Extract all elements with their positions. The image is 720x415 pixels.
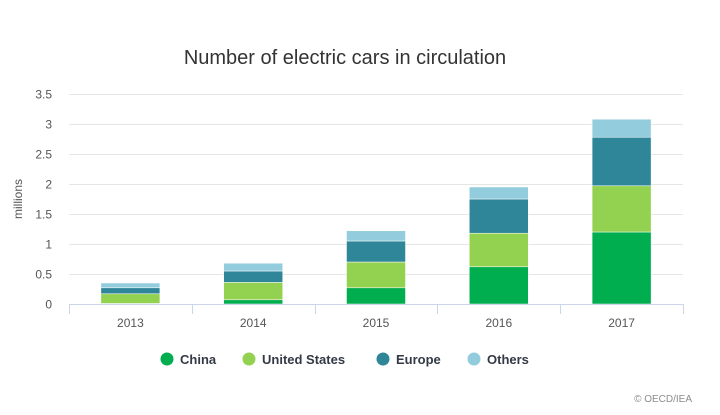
bar-europe-2016[interactable] — [469, 198, 529, 234]
bar-europe-2015[interactable] — [346, 240, 406, 263]
legend: China United States Europe Others — [160, 352, 529, 367]
y-axis-label: millions — [11, 179, 25, 219]
bar-europe-2014[interactable] — [223, 270, 283, 283]
y-tick-label: 0.5 — [35, 268, 52, 282]
bar-others-2013[interactable] — [100, 282, 161, 289]
legend-marker-icon — [242, 352, 256, 366]
x-tick-label: 2013 — [117, 316, 144, 330]
legend-item-others[interactable]: Others — [467, 352, 529, 367]
legend-item-china[interactable]: China — [160, 352, 217, 367]
bar-china-2015[interactable] — [346, 287, 406, 305]
legend-marker-icon — [376, 352, 390, 366]
bar-china-2014[interactable] — [223, 299, 283, 305]
x-tick-label: 2017 — [608, 316, 635, 330]
x-tick-label: 2015 — [363, 316, 390, 330]
chart-title: Number of electric cars in circulation — [184, 47, 506, 69]
bar-others-2014[interactable] — [223, 262, 283, 272]
legend-item-europe[interactable]: Europe — [376, 352, 441, 367]
bar-europe-2013[interactable] — [100, 287, 161, 295]
legend-label: China — [180, 352, 217, 367]
y-tick-label: 2.5 — [35, 148, 52, 162]
y-tick-label: 1.5 — [35, 208, 52, 222]
bar-united-states-2014[interactable] — [223, 282, 283, 301]
y-tick-label: 1 — [45, 238, 52, 252]
bar-others-2015[interactable] — [346, 230, 406, 242]
y-tick-label: 2 — [45, 178, 52, 192]
bar-china-2017[interactable] — [591, 231, 652, 305]
y-tick-label: 3 — [45, 118, 52, 132]
legend-label: Others — [487, 352, 529, 367]
bar-united-states-2013[interactable] — [100, 293, 161, 304]
legend-item-united-states[interactable]: United States — [242, 352, 346, 367]
bar-china-2016[interactable] — [469, 266, 529, 305]
y-tick-label: 3.5 — [35, 88, 52, 102]
bars — [100, 118, 652, 305]
bar-europe-2017[interactable] — [591, 136, 652, 187]
x-tick-label: 2016 — [485, 316, 512, 330]
y-tick-label: 0 — [45, 298, 52, 312]
legend-label: United States — [262, 352, 345, 367]
credit-text: © OECD/IEA — [634, 394, 692, 405]
bar-others-2016[interactable] — [469, 186, 529, 200]
legend-label: Europe — [396, 352, 441, 367]
legend-marker-icon — [467, 352, 481, 366]
x-tick-label: 2014 — [240, 316, 267, 330]
gridlines — [69, 94, 683, 275]
legend-marker-icon — [160, 352, 174, 366]
bar-united-states-2015[interactable] — [346, 261, 406, 289]
y-tick-labels: 0 0.5 1 1.5 2 2.5 3 3.5 — [35, 88, 52, 312]
bar-united-states-2017[interactable] — [591, 185, 652, 233]
x-axis: 2013 2014 2015 2016 2017 — [69, 304, 684, 330]
bar-united-states-2016[interactable] — [469, 232, 529, 268]
bar-others-2017[interactable] — [591, 118, 652, 138]
